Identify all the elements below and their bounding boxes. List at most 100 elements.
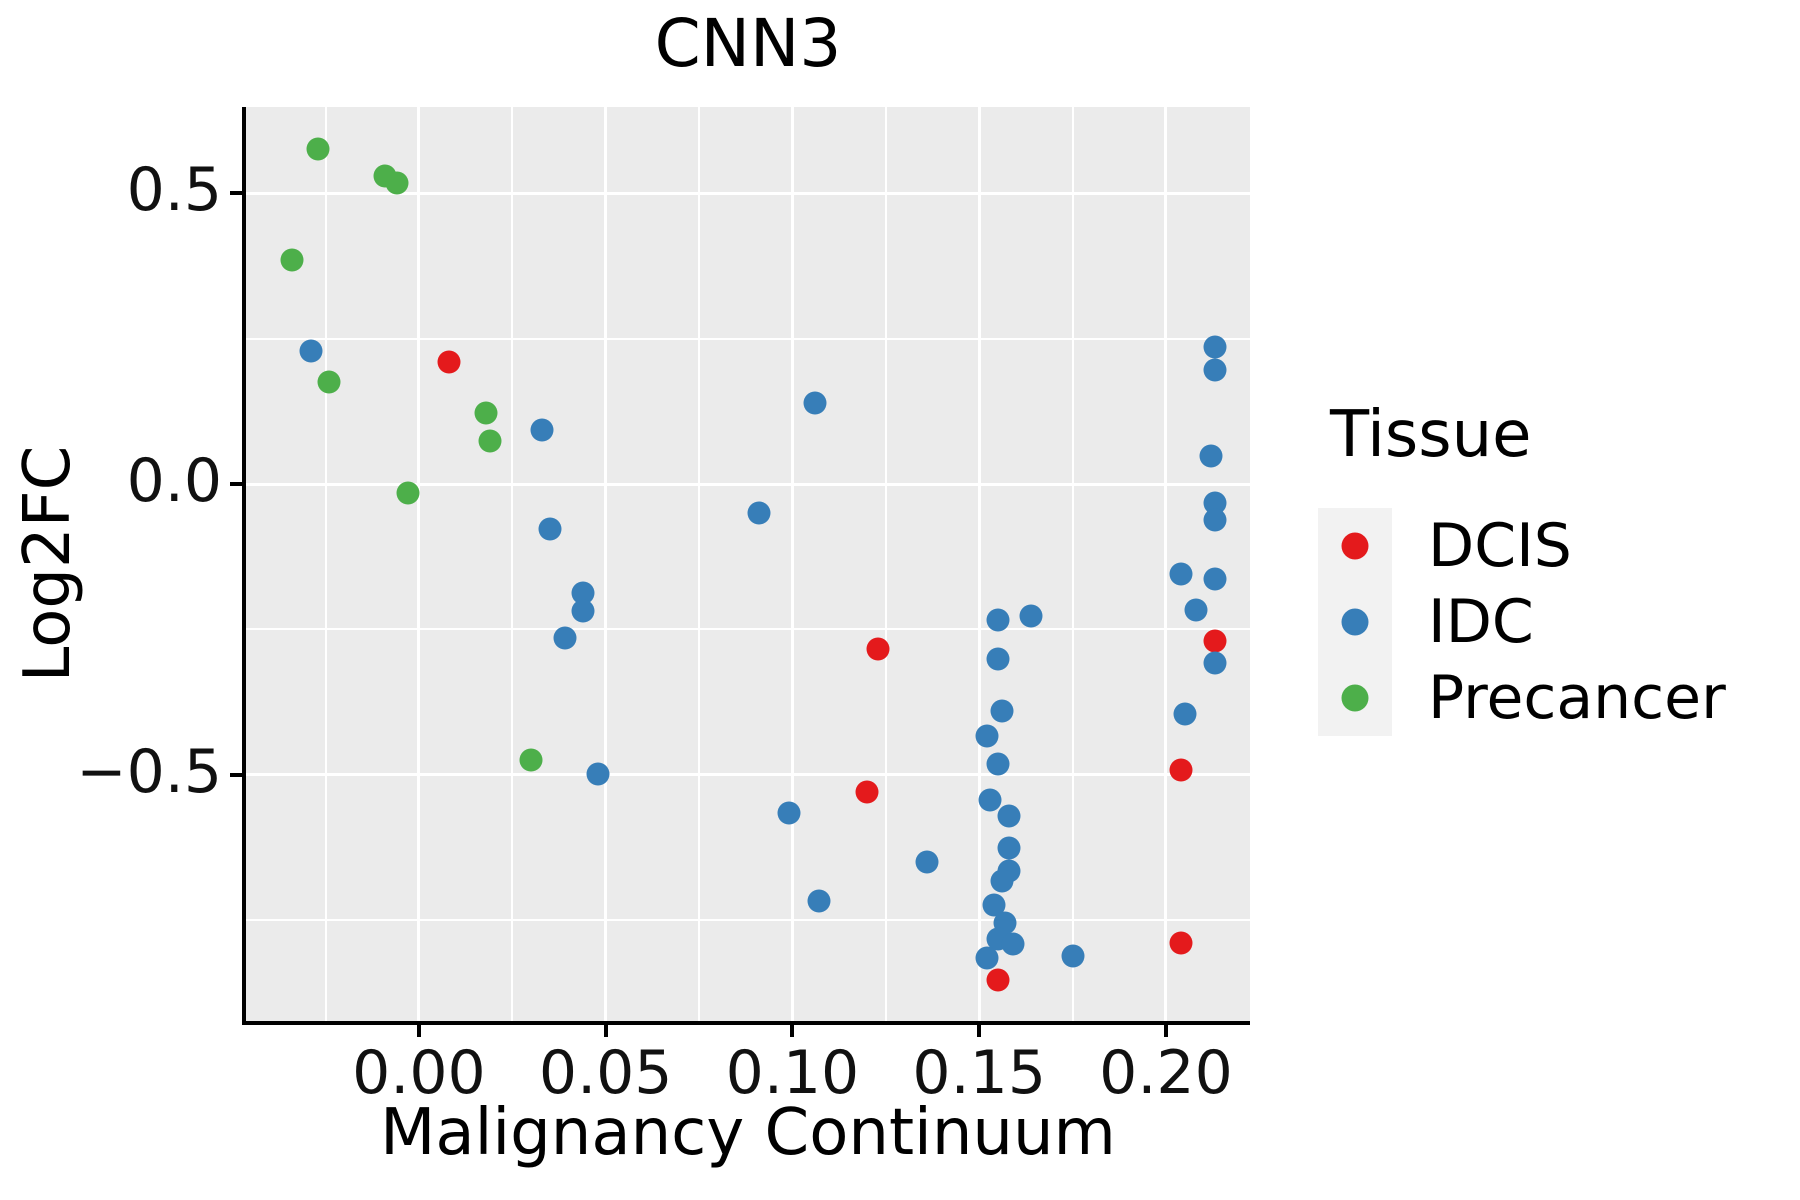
legend-title: Tissue [1330,398,1532,472]
point-precancer [519,748,543,772]
legend-label: DCIS [1428,511,1572,581]
gridline-x-major [1164,107,1168,1021]
point-idc [538,517,562,541]
point-idc [997,804,1021,828]
point-precancer [385,171,409,195]
point-idc [777,801,801,825]
gridline-x-minor [1071,107,1074,1021]
y-tick-mark [230,482,242,486]
point-precancer [306,137,330,161]
legend: Tissue DCIS IDC Precancer [1318,398,1788,736]
x-tick-label: 0.15 [912,1038,1046,1108]
point-idc [1184,598,1208,622]
y-tick-mark [230,772,242,777]
precancer-swatch-icon [1341,684,1369,712]
point-idc [1203,358,1227,382]
dcis-swatch-icon [1341,532,1369,560]
x-tick-mark [603,1025,608,1037]
plot-panel [246,107,1250,1021]
point-idc [1199,444,1223,468]
chart-title: CNN3 [654,5,842,82]
point-idc [586,762,610,786]
point-idc [1169,562,1193,586]
point-idc [299,339,323,363]
x-tick-label: 0.00 [352,1038,486,1108]
point-idc [978,788,1002,812]
x-tick-label: 0.05 [538,1038,673,1108]
point-idc [1203,335,1227,359]
x-axis-title: Malignancy Continuum [380,1096,1116,1170]
point-idc [1173,702,1197,726]
point-idc [1019,604,1043,628]
point-idc [990,699,1014,723]
point-precancer [474,401,498,425]
point-idc [986,608,1010,632]
legend-row-dcis: DCIS [1318,508,1788,584]
legend-key [1318,660,1392,736]
x-tick-mark [977,1025,982,1037]
point-idc [571,581,595,605]
point-idc [975,724,999,748]
y-axis-line [242,107,246,1025]
point-idc [803,391,827,415]
gridline-x-minor [511,107,514,1021]
x-tick-mark [416,1025,421,1037]
point-dcis [986,968,1010,992]
point-idc [1203,651,1227,675]
gridline-x-minor [884,107,887,1021]
point-idc [982,893,1006,917]
gridline-y-major [246,773,1250,777]
point-dcis [437,350,461,374]
gridline-y-major [246,482,1250,486]
point-precancer [396,481,420,505]
point-precancer [280,248,304,272]
gridline-x-major [604,107,608,1021]
legend-entries: DCIS IDC Precancer [1318,508,1788,736]
gridline-y-major [246,191,1250,195]
x-tick-mark [1163,1025,1168,1037]
gridline-y-minor [246,919,1250,922]
point-idc [1203,567,1227,591]
legend-row-idc: IDC [1318,584,1788,660]
x-tick-mark [790,1025,795,1037]
x-tick-label: 0.20 [1099,1038,1233,1108]
point-idc [997,836,1021,860]
point-idc [986,752,1010,776]
y-tick-mark [230,191,242,196]
gridline-y-minor [246,628,1250,631]
point-dcis [1169,758,1193,782]
y-tick-label: 0.5 [126,155,222,226]
legend-row-precancer: Precancer [1318,660,1788,736]
x-axis-line [242,1021,1250,1025]
point-idc [807,889,831,913]
gridline-x-major [790,107,794,1021]
point-idc [747,501,771,525]
point-idc [986,647,1010,671]
gridline-x-minor [698,107,701,1021]
point-idc [1061,944,1085,968]
gridline-x-major [417,107,421,1021]
y-tick-label: 0.0 [126,446,222,517]
point-idc [530,418,554,442]
y-tick-label: −0.5 [76,737,222,808]
point-dcis [1169,931,1193,955]
point-dcis [1203,629,1227,653]
legend-key [1318,508,1392,584]
x-tick-label: 0.10 [725,1038,860,1108]
point-precancer [317,370,341,394]
point-idc [975,946,999,970]
gridline-x-major [977,107,981,1021]
point-idc [571,599,595,623]
gridline-x-minor [324,107,327,1021]
point-precancer [478,429,502,453]
point-idc [1203,508,1227,532]
point-dcis [866,637,890,661]
point-dcis [855,780,879,804]
legend-label: IDC [1428,587,1534,657]
point-idc [990,869,1014,893]
gridline-y-minor [246,337,1250,340]
legend-key [1318,584,1392,660]
legend-label: Precancer [1428,663,1726,733]
point-idc [553,626,577,650]
